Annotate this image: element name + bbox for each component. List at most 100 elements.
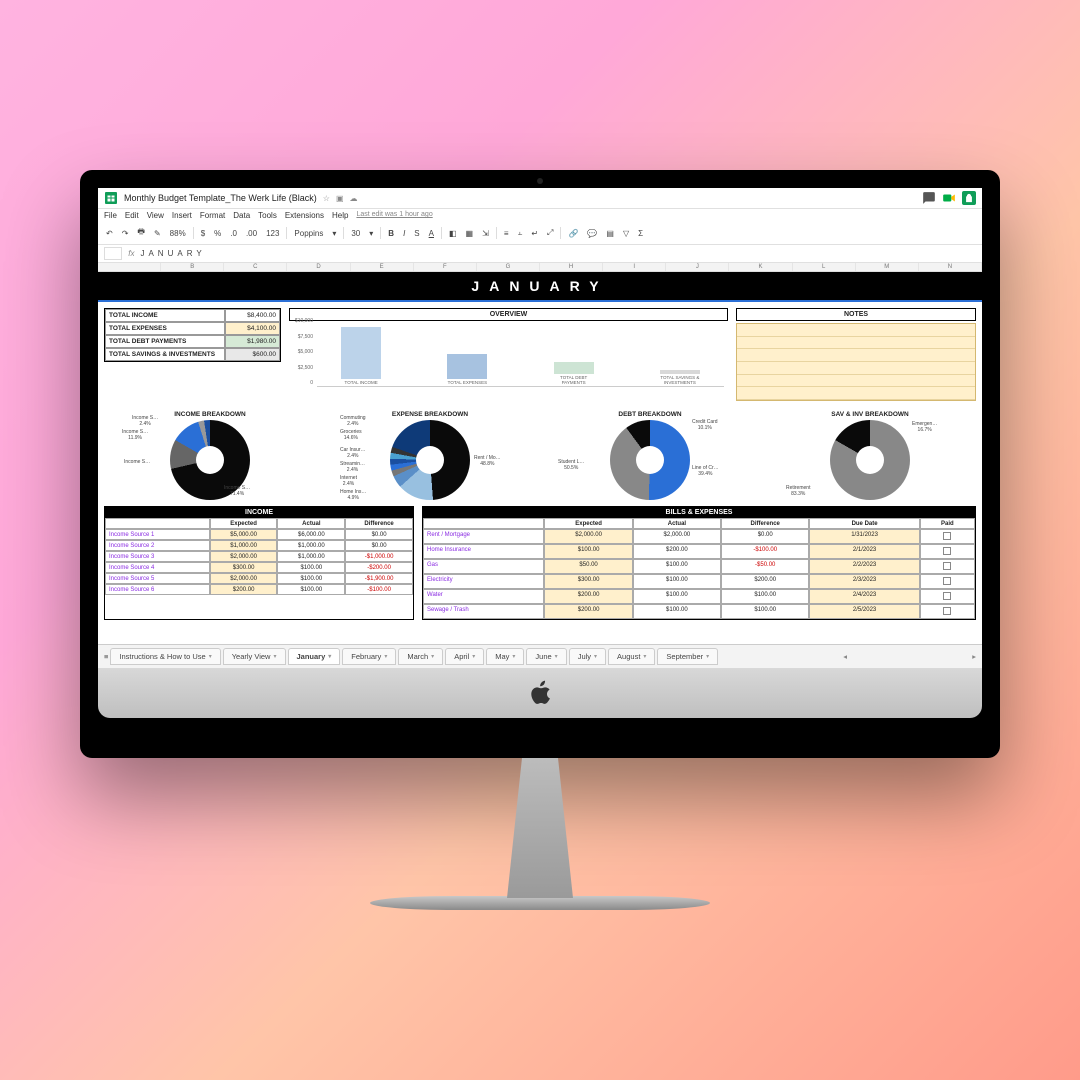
bold-icon[interactable]: B [386, 228, 396, 239]
table-cell[interactable]: 2/4/2023 [809, 589, 919, 604]
meet-icon[interactable] [942, 191, 956, 205]
table-cell[interactable]: $200.00 [633, 544, 721, 559]
redo-icon[interactable]: ↷ [120, 228, 131, 239]
font-size[interactable]: 30 [349, 228, 362, 239]
table-cell[interactable]: 1/31/2023 [809, 529, 919, 544]
table-cell[interactable]: -$50.00 [721, 559, 809, 574]
cloud-icon[interactable]: ☁ [350, 194, 358, 203]
functions-icon[interactable]: Σ [636, 228, 645, 239]
table-cell[interactable]: Water [423, 589, 544, 604]
table-cell[interactable]: 2/2/2023 [809, 559, 919, 574]
share-button[interactable] [962, 191, 976, 205]
table-cell[interactable]: $100.00 [277, 562, 345, 573]
table-cell[interactable]: Income Source 3 [105, 551, 210, 562]
table-cell[interactable]: 2/1/2023 [809, 544, 919, 559]
table-cell[interactable]: 2/3/2023 [809, 574, 919, 589]
sheet-tab[interactable]: August ▾ [608, 648, 655, 665]
table-cell[interactable]: $200.00 [544, 589, 632, 604]
table-cell[interactable]: $100.00 [633, 559, 721, 574]
wrap-icon[interactable]: ↵ [529, 228, 540, 239]
paid-checkbox[interactable] [920, 574, 975, 589]
sheet-tab[interactable]: Instructions & How to Use ▾ [110, 648, 220, 665]
sheet-tab[interactable]: July ▾ [569, 648, 606, 665]
menu-edit[interactable]: Edit [125, 211, 139, 220]
print-icon[interactable]: 🖶 [135, 225, 147, 241]
table-cell[interactable]: $6,000.00 [277, 529, 345, 540]
sheet-tab[interactable]: March ▾ [398, 648, 443, 665]
table-cell[interactable]: $5,000.00 [210, 529, 278, 540]
paid-checkbox[interactable] [920, 544, 975, 559]
link-icon[interactable]: 🔗 [566, 228, 580, 239]
table-cell[interactable]: 2/5/2023 [809, 604, 919, 619]
rotate-icon[interactable]: ⤢ [545, 227, 555, 239]
name-box[interactable] [104, 247, 122, 260]
sheet-tab[interactable]: Yearly View ▾ [223, 648, 286, 665]
move-icon[interactable]: ▣ [336, 194, 344, 203]
menu-format[interactable]: Format [200, 211, 225, 220]
table-cell[interactable]: $50.00 [544, 559, 632, 574]
table-cell[interactable]: $2,000.00 [210, 573, 278, 584]
font-select[interactable]: Poppins [292, 228, 325, 239]
menu-file[interactable]: File [104, 211, 117, 220]
last-edit-text[interactable]: Last edit was 1 hour ago [356, 211, 432, 220]
filter-icon[interactable]: ▽ [621, 228, 631, 239]
table-cell[interactable]: Income Source 4 [105, 562, 210, 573]
borders-icon[interactable]: ▦ [464, 228, 476, 239]
doc-title[interactable]: Monthly Budget Template_The Werk Life (B… [124, 193, 317, 203]
table-cell[interactable]: Income Source 6 [105, 584, 210, 595]
star-icon[interactable]: ☆ [323, 194, 330, 203]
comment-history-icon[interactable] [922, 191, 936, 205]
table-cell[interactable]: -$1,000.00 [345, 551, 413, 562]
table-cell[interactable]: -$100.00 [721, 544, 809, 559]
table-cell[interactable]: Income Source 2 [105, 540, 210, 551]
paid-checkbox[interactable] [920, 559, 975, 574]
table-cell[interactable]: $100.00 [633, 604, 721, 619]
table-cell[interactable]: $0.00 [345, 540, 413, 551]
percent-icon[interactable]: % [212, 228, 223, 239]
table-cell[interactable]: $2,000.00 [544, 529, 632, 544]
decimal-inc-icon[interactable]: .00 [244, 228, 259, 239]
table-cell[interactable]: $200.00 [210, 584, 278, 595]
table-cell[interactable]: $1,000.00 [277, 540, 345, 551]
sheet-tab[interactable]: January ▾ [288, 648, 341, 665]
table-cell[interactable]: Electricity [423, 574, 544, 589]
paid-checkbox[interactable] [920, 529, 975, 544]
notes-area[interactable] [736, 323, 976, 401]
all-sheets-icon[interactable]: ≡ [104, 652, 108, 661]
table-cell[interactable]: $1,000.00 [210, 540, 278, 551]
italic-icon[interactable]: I [401, 228, 407, 239]
number-format[interactable]: 123 [264, 228, 281, 239]
table-cell[interactable]: -$1,900.00 [345, 573, 413, 584]
fill-color-icon[interactable]: ◧ [447, 228, 459, 239]
decimal-dec-icon[interactable]: .0 [228, 228, 239, 239]
table-cell[interactable]: $100.00 [544, 544, 632, 559]
valign-icon[interactable]: ⫠ [515, 227, 524, 239]
menu-view[interactable]: View [147, 211, 164, 220]
table-cell[interactable]: $100.00 [633, 589, 721, 604]
paid-checkbox[interactable] [920, 589, 975, 604]
menu-data[interactable]: Data [233, 211, 250, 220]
table-cell[interactable]: $200.00 [721, 574, 809, 589]
table-cell[interactable]: $100.00 [277, 584, 345, 595]
table-cell[interactable]: -$100.00 [345, 584, 413, 595]
table-cell[interactable]: $200.00 [544, 604, 632, 619]
sheet-tab[interactable]: February ▾ [342, 648, 396, 665]
table-cell[interactable]: $2,000.00 [633, 529, 721, 544]
tab-nav-left-icon[interactable]: ◂ [843, 652, 847, 661]
sheet-tab[interactable]: May ▾ [486, 648, 524, 665]
table-cell[interactable]: Home Insurance [423, 544, 544, 559]
sheet-tab[interactable]: September ▾ [657, 648, 718, 665]
table-cell[interactable]: Income Source 5 [105, 573, 210, 584]
menu-help[interactable]: Help [332, 211, 348, 220]
menu-extensions[interactable]: Extensions [285, 211, 324, 220]
table-cell[interactable]: Income Source 1 [105, 529, 210, 540]
table-cell[interactable]: Rent / Mortgage [423, 529, 544, 544]
paint-format-icon[interactable]: ✎ [152, 228, 163, 239]
table-cell[interactable]: $100.00 [721, 589, 809, 604]
comment-icon[interactable]: 💬 [585, 228, 599, 239]
table-cell[interactable]: $100.00 [633, 574, 721, 589]
undo-icon[interactable]: ↶ [104, 228, 115, 239]
paid-checkbox[interactable] [920, 604, 975, 619]
menu-tools[interactable]: Tools [258, 211, 277, 220]
tab-nav-right-icon[interactable]: ▸ [972, 652, 976, 661]
